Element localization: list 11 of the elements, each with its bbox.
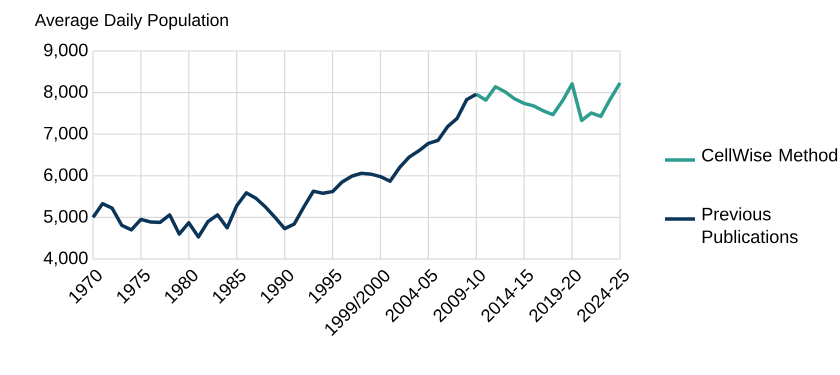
line-series — [91, 92, 478, 239]
legend-label: Previous Publications — [702, 207, 798, 244]
y-axis-title: Average Daily Population — [34, 13, 228, 30]
y-tick-label: 5,000 — [44, 210, 88, 225]
legend-label: CellWise Method — [702, 148, 838, 162]
y-tick-label: 9,000 — [44, 44, 88, 58]
y-tick-label: 6,000 — [44, 168, 88, 184]
line-series — [474, 81, 622, 122]
y-tick-label: 7,000 — [44, 126, 88, 142]
y-tick-label: 8,000 — [44, 85, 88, 100]
y-tick-label: 4,000 — [44, 252, 88, 266]
